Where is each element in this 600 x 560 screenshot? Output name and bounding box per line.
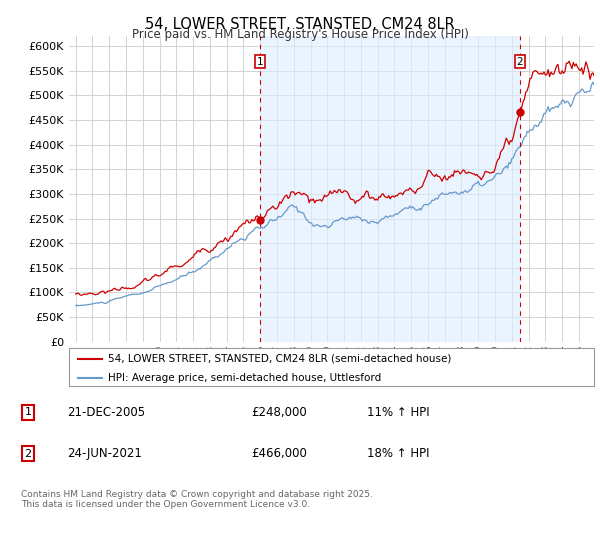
Text: £466,000: £466,000 <box>251 447 307 460</box>
Text: 2: 2 <box>25 449 31 459</box>
Text: 18% ↑ HPI: 18% ↑ HPI <box>367 447 429 460</box>
Text: 24-JUN-2021: 24-JUN-2021 <box>67 447 142 460</box>
Text: Contains HM Land Registry data © Crown copyright and database right 2025.
This d: Contains HM Land Registry data © Crown c… <box>21 490 373 510</box>
Text: 1: 1 <box>256 57 263 67</box>
Text: 2: 2 <box>517 57 523 67</box>
Text: £248,000: £248,000 <box>251 406 307 419</box>
Text: 21-DEC-2005: 21-DEC-2005 <box>67 406 145 419</box>
Text: 11% ↑ HPI: 11% ↑ HPI <box>367 406 429 419</box>
Text: 1: 1 <box>25 407 31 417</box>
Text: 54, LOWER STREET, STANSTED, CM24 8LR (semi-detached house): 54, LOWER STREET, STANSTED, CM24 8LR (se… <box>109 353 452 363</box>
Text: 54, LOWER STREET, STANSTED, CM24 8LR: 54, LOWER STREET, STANSTED, CM24 8LR <box>145 17 455 32</box>
Text: Price paid vs. HM Land Registry's House Price Index (HPI): Price paid vs. HM Land Registry's House … <box>131 28 469 41</box>
Bar <box>260 36 520 342</box>
Text: HPI: Average price, semi-detached house, Uttlesford: HPI: Average price, semi-detached house,… <box>109 372 382 382</box>
